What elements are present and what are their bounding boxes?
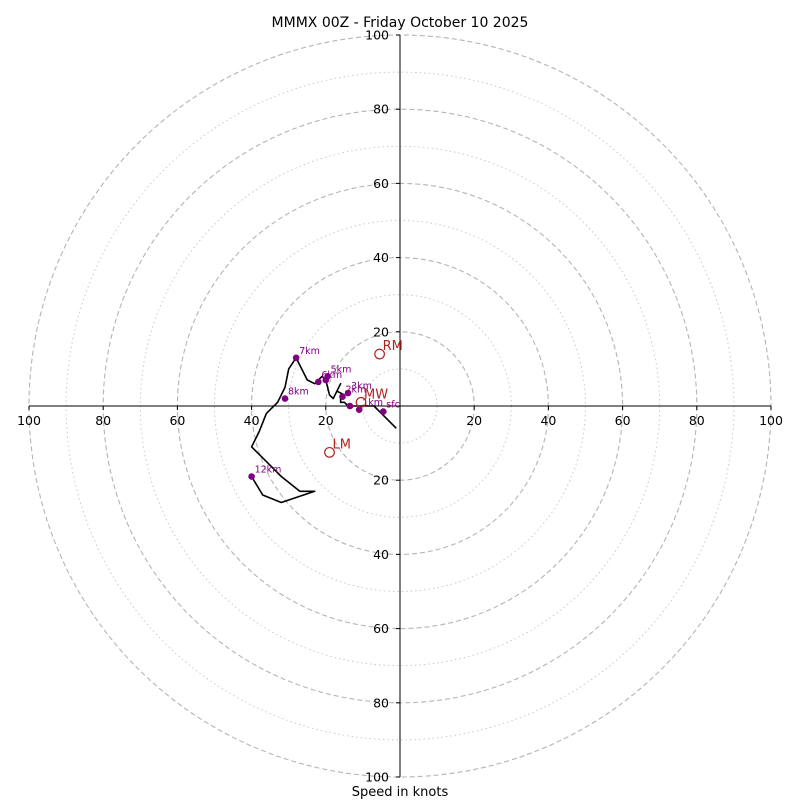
y-tick-label: 80 — [373, 102, 389, 117]
y-tick-label: 20 — [373, 473, 389, 488]
height-point — [380, 408, 387, 415]
height-point — [346, 402, 354, 410]
height-label: 7km — [299, 346, 320, 357]
chart-title: MMMX 00Z - Friday October 10 2025 — [272, 15, 529, 31]
height-label: 6km — [321, 370, 342, 381]
height-label: 8km — [288, 387, 309, 398]
height-point — [344, 389, 352, 397]
y-tick-label: 60 — [373, 621, 389, 636]
x-axis-label: Speed in knots — [352, 785, 449, 800]
height-label: 1km — [362, 398, 383, 409]
x-tick-label: 40 — [540, 413, 556, 428]
height-label: 12km — [255, 464, 282, 475]
height-point — [292, 354, 300, 362]
height-label: 3km — [351, 381, 372, 392]
motion-point — [355, 396, 367, 408]
x-tick-label: 20 — [318, 413, 334, 428]
x-tick-label: 40 — [244, 413, 260, 428]
height-label: sfc — [386, 400, 400, 411]
x-tick-label: 60 — [615, 413, 631, 428]
motion-label: MW — [364, 387, 388, 402]
y-tick-label: 60 — [373, 176, 389, 191]
y-tick-label: 100 — [365, 28, 389, 43]
x-tick-label: 100 — [17, 413, 41, 428]
x-tick-label: 20 — [466, 413, 482, 428]
y-tick-label: 40 — [373, 547, 389, 562]
height-point — [281, 395, 289, 402]
motion-point — [324, 446, 335, 458]
x-tick-label: 80 — [689, 413, 705, 428]
y-tick-label: 20 — [373, 324, 389, 339]
height-label: 5km — [331, 364, 352, 375]
x-tick-label: 100 — [759, 413, 783, 428]
motion-label: RM — [383, 339, 403, 354]
storm-motion-markers: RM MW LM — [324, 339, 403, 458]
motion-point — [374, 348, 385, 360]
y-tick-label: 40 — [373, 250, 389, 265]
height-point — [355, 406, 363, 414]
height-point — [248, 473, 255, 480]
y-tick-label: 80 — [373, 695, 389, 710]
height-point — [339, 393, 346, 401]
axes — [29, 35, 771, 777]
motion-label: LM — [333, 437, 351, 452]
tick-labels: 100 80 60 40 20 20 40 60 80 100 100 80 60 40 20 20 40 60 8… — [17, 28, 783, 785]
height-point — [322, 376, 330, 384]
height-point — [315, 378, 322, 386]
x-tick-label: 60 — [169, 413, 185, 428]
x-tick-label: 80 — [95, 413, 111, 428]
height-label: 2km — [345, 385, 366, 396]
y-tick-label: 100 — [365, 770, 389, 785]
